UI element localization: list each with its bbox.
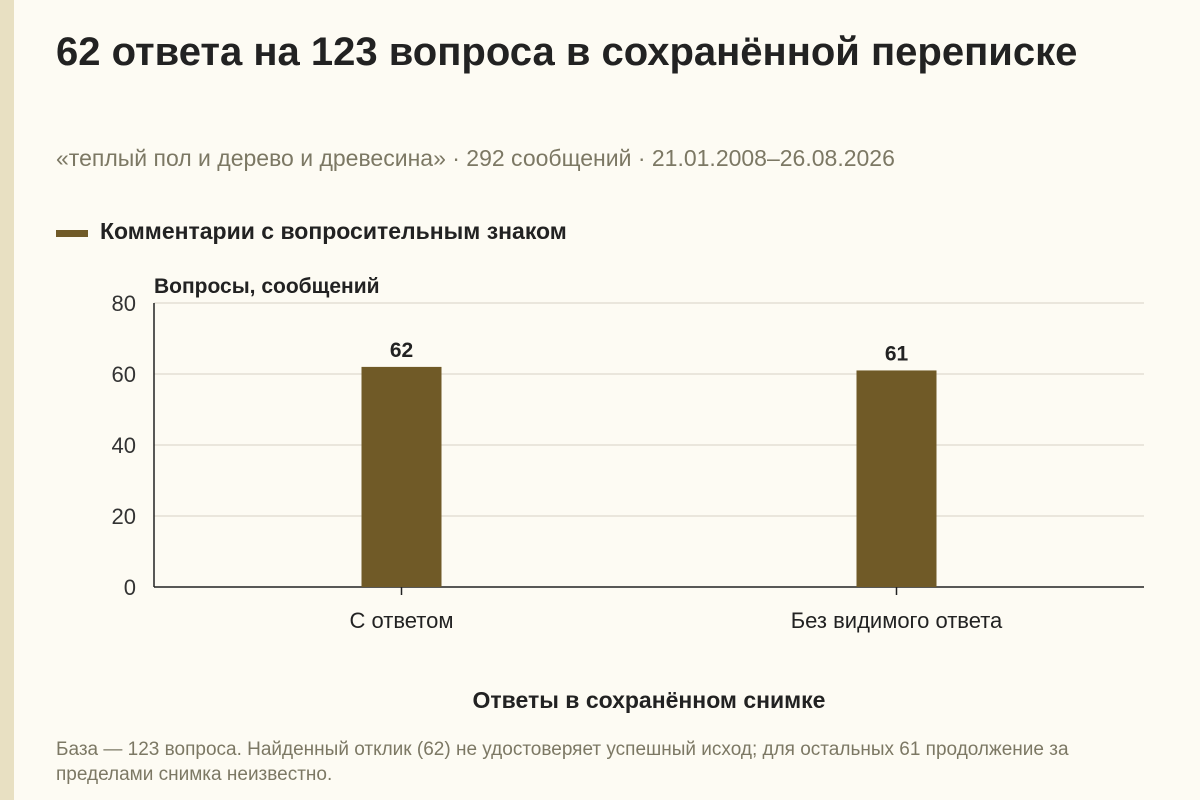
- chart-title: 62 ответа на 123 вопроса в сохранённой п…: [56, 30, 1078, 74]
- y-tick-label: 0: [124, 575, 136, 600]
- y-tick-label: 20: [112, 504, 136, 529]
- legend-label: Комментарии с вопросительным знаком: [100, 218, 567, 244]
- left-accent-stripe: [0, 0, 14, 800]
- legend-swatch: [56, 230, 88, 237]
- x-tick-label: С ответом: [350, 608, 454, 633]
- chart-subtitle: «теплый пол и дерево и древесина» · 292 …: [56, 145, 895, 171]
- y-tick-label: 60: [112, 362, 136, 387]
- x-axis-label: Ответы в сохранённом снимке: [473, 687, 826, 713]
- chart-footnote: База — 123 вопроса. Найденный отклик (62…: [56, 739, 1069, 785]
- bar: [856, 370, 937, 587]
- y-axis-label: Вопросы, сообщений: [154, 275, 380, 298]
- x-tick-label: Без видимого ответа: [791, 608, 1003, 633]
- bar-chart: 0 20 40 60 80 Вопросы, сообщений 62 С ответом 61…: [112, 275, 1144, 713]
- bar-value-label: 62: [390, 339, 413, 362]
- y-tick-label: 80: [112, 291, 136, 316]
- bar-value-label: 61: [885, 342, 909, 365]
- legend: Комментарии с вопросительным знаком: [56, 218, 567, 245]
- y-tick-label: 40: [112, 433, 136, 458]
- bar: [361, 366, 442, 587]
